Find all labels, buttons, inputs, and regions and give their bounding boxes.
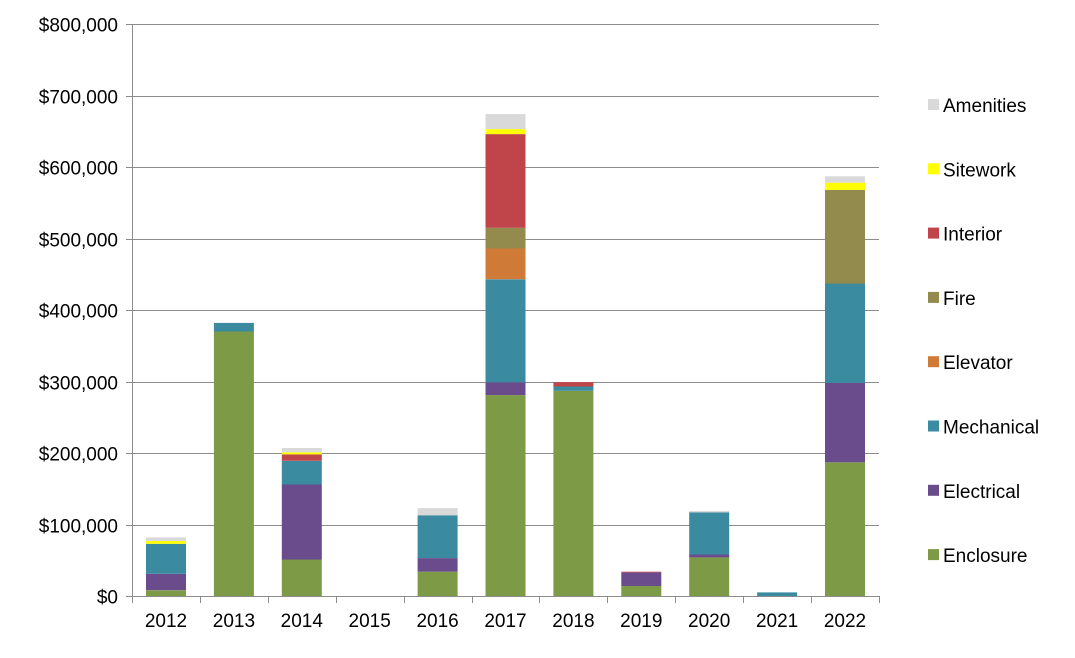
legend-item-elevator: Elevator (928, 353, 1013, 374)
bar-segment-enclosure (621, 586, 662, 596)
x-tick-label: 2014 (281, 611, 324, 632)
bar-segment-sitework (146, 540, 186, 544)
bar-segment-fire (825, 189, 865, 284)
legend-item-sitework: Sitework (928, 160, 1016, 181)
bar-segment-mechanical (213, 322, 254, 332)
legend-label: Interior (943, 225, 1003, 246)
legend-swatch (928, 163, 939, 175)
x-tick-label: 2018 (552, 611, 594, 632)
bar-segment-interior (553, 382, 594, 387)
bar-segment-electrical (485, 382, 526, 396)
legend-item-enclosure: Enclosure (928, 546, 1028, 567)
y-tick-label: $600,000 (39, 159, 118, 180)
bar-segment-amenities (281, 448, 322, 453)
bar-segment-amenities (689, 510, 730, 513)
legend-item-mechanical: Mechanical (928, 418, 1039, 439)
y-tick-label: $800,000 (39, 16, 118, 37)
bar-segment-enclosure (689, 557, 730, 596)
bar-segment-electrical (417, 558, 458, 572)
x-tick-label: 2015 (349, 611, 391, 632)
bar-segment-electrical (146, 573, 186, 591)
bar-segment-interior (485, 134, 526, 228)
bar-segment-mechanical (553, 386, 594, 391)
bar-segment-amenities (417, 508, 458, 516)
x-tick-label: 2017 (484, 611, 526, 632)
legend-swatch (928, 99, 939, 110)
bar-segment-amenities (146, 537, 186, 541)
bar-segment-enclosure (146, 590, 186, 596)
bar-segment-electrical (621, 572, 662, 586)
bar-segment-mechanical (281, 460, 322, 485)
bar-segment-enclosure (213, 331, 254, 596)
legend-item-interior: Interior (928, 225, 1003, 246)
y-tick-label: $100,000 (39, 517, 118, 538)
bar-segment-amenities (485, 114, 526, 130)
legend-label: Fire (943, 289, 976, 310)
legend-swatch (928, 549, 939, 561)
x-tick-label: 2022 (824, 611, 866, 632)
bar-segment-mechanical (417, 515, 458, 559)
x-tick-label: 2019 (620, 611, 662, 632)
bar-segment-enclosure (485, 395, 526, 596)
legend-label: Amenities (943, 96, 1026, 117)
bar-segment-sitework (485, 129, 526, 135)
bar-segment-amenities (825, 176, 865, 183)
y-tick-label: $300,000 (39, 374, 118, 395)
bars (146, 114, 865, 596)
bar-segment-sitework (825, 182, 865, 190)
bar-segment-mechanical (485, 279, 526, 383)
bar-segment-sitework (281, 452, 322, 455)
y-axis-tick-labels: $0 $100,000 $200,000 $300,000 $400,000 $500,0… (39, 16, 118, 609)
y-tick-label: $500,000 (39, 231, 118, 252)
x-tick-label: 2021 (756, 611, 798, 632)
legend-swatch (928, 420, 939, 432)
y-tick-label: $0 (97, 588, 118, 609)
bar-segment-interior (621, 571, 662, 573)
bar-segment-elevator (485, 248, 526, 280)
legend-label: Mechanical (943, 418, 1039, 439)
bar-segment-fire (485, 227, 526, 249)
x-tick-label: 2020 (688, 611, 730, 632)
bar-segment-enclosure (825, 462, 865, 596)
legend-label: Sitework (943, 160, 1016, 181)
bar-segment-interior (281, 454, 322, 461)
legend-item-electrical: Electrical (928, 482, 1020, 503)
bar-segment-electrical (281, 484, 322, 560)
y-tick-label: $200,000 (39, 445, 118, 466)
legend-label: Enclosure (943, 546, 1028, 567)
legend-swatch (928, 484, 939, 496)
bar-segment-mechanical (757, 592, 798, 596)
x-axis-tick-labels: 2012 2013 2014 2015 2016 2017 2018 2019 2020 2021… (145, 611, 866, 632)
bar-segment-enclosure (553, 390, 594, 596)
bar-segment-mechanical (825, 283, 865, 383)
x-tick-label: 2013 (213, 611, 255, 632)
y-tick-label: $400,000 (39, 302, 118, 323)
bar-segment-electrical (825, 382, 865, 463)
bar-segment-mechanical (689, 512, 730, 555)
bar-segment-mechanical (146, 543, 186, 574)
legend-label: Elevator (943, 353, 1013, 374)
legend: Amenities Sitework Interior Fire Elevator Mec… (928, 96, 1039, 567)
bar-segment-enclosure (281, 559, 322, 596)
y-tick-label: $700,000 (39, 88, 118, 109)
legend-item-amenities: Amenities (928, 96, 1026, 117)
axes (132, 24, 880, 603)
legend-swatch (928, 227, 939, 239)
bar-segment-enclosure (417, 571, 458, 596)
x-tick-label: 2016 (416, 611, 458, 632)
legend-swatch (928, 356, 939, 368)
bar-segment-electrical (689, 554, 730, 558)
legend-item-fire: Fire (928, 289, 976, 310)
legend-label: Electrical (943, 482, 1020, 503)
legend-swatch (928, 291, 939, 303)
x-tick-label: 2012 (145, 611, 187, 632)
